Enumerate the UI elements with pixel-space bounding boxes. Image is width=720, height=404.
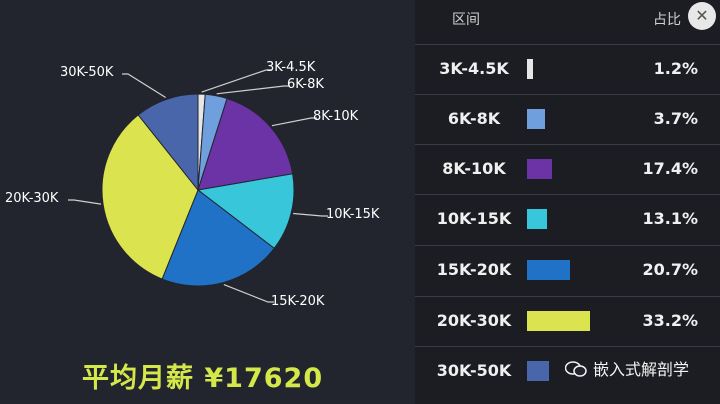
watermark: 嵌入式解剖学 — [565, 356, 689, 380]
watermark-text: 嵌入式解剖学 — [593, 360, 690, 379]
row-share: 20.7% — [642, 260, 698, 279]
slice-label: 8K-10K — [313, 109, 359, 124]
leader-line — [216, 85, 290, 95]
row-color-bar — [527, 159, 552, 179]
leader-line — [271, 117, 317, 127]
leader-line — [68, 199, 102, 205]
range-header: 区间 — [452, 12, 480, 28]
row-share: 1.2% — [653, 59, 698, 78]
row-range: 15K-20K — [436, 260, 512, 279]
slice-label: 6K-8K — [287, 77, 324, 92]
row-color-bar — [527, 209, 547, 229]
close-icon[interactable]: ✕ — [688, 2, 716, 30]
table-row: 8K-10K 17.4% — [415, 144, 720, 193]
leader-line — [201, 69, 272, 93]
slice-label: 10K-15K — [326, 207, 380, 222]
table-row: 15K-20K 20.7% — [415, 245, 720, 294]
row-share: 17.4% — [642, 159, 698, 178]
row-range: 8K-10K — [442, 159, 506, 178]
table-row: 30K-50K — [415, 346, 720, 395]
pie-slice-20K-30K — [101, 114, 199, 280]
pie-slice-8K-10K — [197, 97, 294, 191]
pie-slice-15K-20K — [161, 189, 275, 287]
table-row: 10K-15K 13.1% — [415, 194, 720, 243]
wechat-icon — [565, 361, 587, 377]
leader-line — [293, 212, 328, 217]
row-share: 33.2% — [642, 311, 698, 330]
row-range: 3K-4.5K — [439, 59, 509, 78]
pie-slice-10K-15K — [196, 173, 295, 250]
pie-chart — [68, 69, 328, 303]
row-color-bar — [527, 311, 590, 331]
table-row: 20K-30K 33.2% — [415, 296, 720, 345]
slice-label: 30K-50K — [60, 65, 114, 80]
row-range: 30K-50K — [436, 361, 512, 380]
slice-label: 20K-30K — [5, 191, 59, 206]
row-color-bar — [527, 59, 533, 79]
row-share: 13.1% — [642, 209, 698, 228]
slice-label: 3K-4.5K — [266, 60, 316, 75]
row-color-bar — [527, 260, 570, 280]
pie-slice-30K-50K — [137, 93, 199, 192]
row-range: 6K-8K — [447, 109, 501, 128]
row-color-bar — [527, 109, 545, 129]
average-salary: 平均月薪 ¥17620 — [82, 363, 324, 394]
table-row: 6K-8K 3.7% — [415, 94, 720, 143]
slice-label: 15K-20K — [271, 294, 325, 309]
row-share: 3.7% — [653, 109, 698, 128]
salary-table: 区间 占比 3K-4.5K 1.2% 6K-8K 3.7% 8K-10K 17.4% 10K… — [415, 0, 720, 404]
row-range: 10K-15K — [436, 209, 512, 228]
share-header: 占比 — [653, 12, 681, 28]
leader-line — [223, 283, 274, 303]
leader-line — [122, 73, 166, 98]
row-color-bar — [527, 361, 549, 381]
row-range: 20K-30K — [436, 311, 512, 330]
table-row: 3K-4.5K 1.2% — [415, 44, 720, 93]
